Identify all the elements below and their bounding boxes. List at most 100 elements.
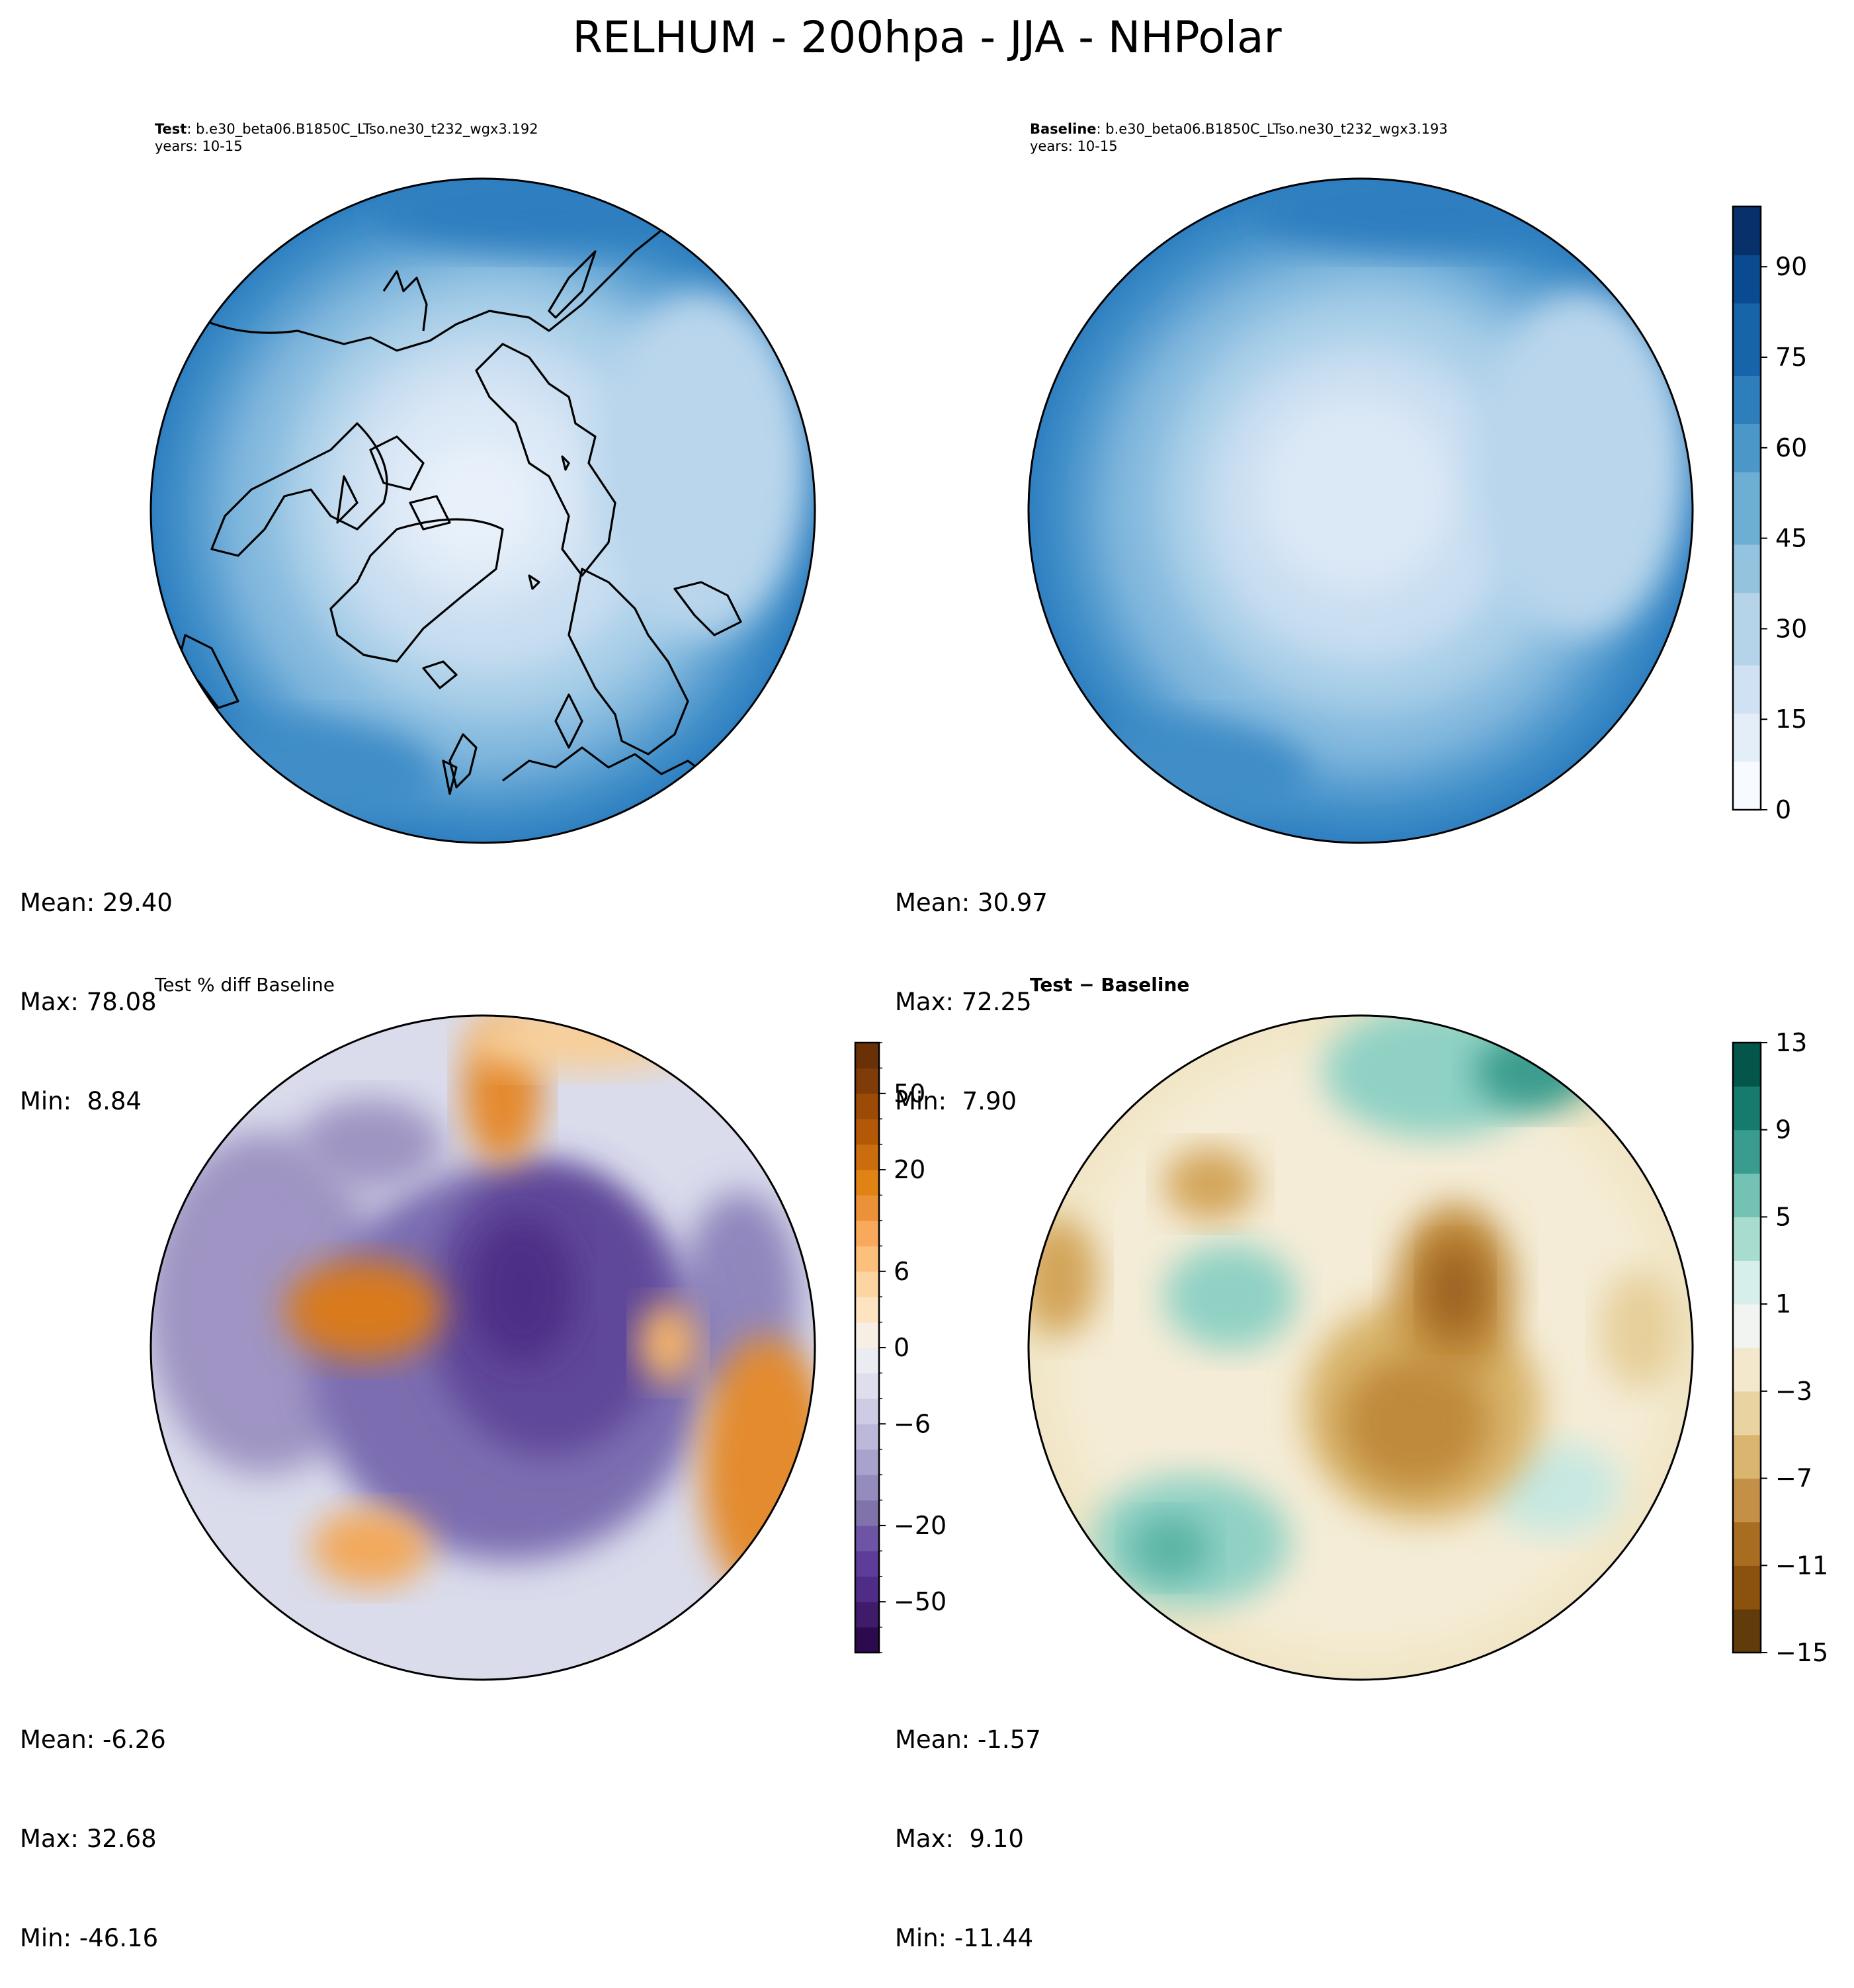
colorbar-band (1733, 1434, 1761, 1479)
colorbar-band (855, 1576, 879, 1602)
colorbar-band (855, 1220, 879, 1246)
colorbar-band (855, 1144, 879, 1170)
baseline-mean: Mean: 30.97 (895, 888, 1048, 917)
colorbar-tick-label: −6 (894, 1409, 931, 1438)
colorbar-band (855, 1348, 879, 1374)
colorbar-band (1733, 1478, 1761, 1523)
colorbar-band (855, 1449, 879, 1475)
colorbar-band (855, 1602, 879, 1628)
colorbar-band (855, 1322, 879, 1348)
colorbar-tick-label: −20 (894, 1511, 947, 1540)
colorbar-tick-label: 9 (1775, 1115, 1791, 1145)
colorbar-band (1733, 1086, 1761, 1131)
colorbar-band (1733, 689, 1761, 714)
colorbar-band (1733, 1173, 1761, 1218)
colorbar-band (855, 1627, 879, 1653)
colorbar-band (1733, 496, 1761, 521)
colorbar-band (1733, 1522, 1761, 1566)
colorbar-band (855, 1525, 879, 1551)
colorbar-band (855, 1093, 879, 1119)
colorbar-tick-label: −3 (1775, 1377, 1812, 1406)
colorbar-band (1733, 1348, 1761, 1392)
colorbar-frame (1732, 205, 1762, 811)
colorbar-pctdiff: 50 20 6 0 −6 −20 −50 (854, 1041, 947, 1654)
colorbar-band (1733, 665, 1761, 690)
colorbar-band (1733, 375, 1761, 400)
colorbar-band (855, 1475, 879, 1501)
diff-map (1027, 1014, 1694, 1681)
test-case-name: : b.e30_beta06.B1850C_LTso.ne30_t232_wgx… (187, 121, 538, 137)
colorbar-band (855, 1297, 879, 1323)
figure-title: RELHUM - 200hpa - JJA - NHPolar (572, 12, 1282, 63)
pctdiff-min: Min: -46.16 (20, 1924, 159, 1952)
test-min: Min: 8.84 (20, 1087, 142, 1115)
colorbar-band (1733, 713, 1761, 738)
baseline-stats: Mean: 30.97 Max: 72.25 Min: 7.90 (895, 820, 1048, 1151)
test-map (149, 177, 816, 844)
test-mean: Mean: 29.40 (20, 888, 173, 917)
diff-max: Max: 9.10 (895, 1825, 1024, 1853)
colorbar-band (855, 1119, 879, 1145)
baseline-min: Min: 7.90 (895, 1087, 1017, 1115)
colorbar-band (1733, 230, 1761, 255)
pctdiff-map (149, 1014, 816, 1681)
colorbar-tick-label: 5 (1775, 1202, 1791, 1231)
test-max: Max: 78.08 (20, 988, 157, 1016)
colorbar-band (1733, 785, 1761, 810)
colorbar-band (1733, 302, 1761, 327)
colorbar-band (855, 1398, 879, 1424)
colorbar-band (1733, 399, 1761, 424)
colorbar-band (1733, 1260, 1761, 1305)
colorbar-band (1733, 640, 1761, 666)
colorbar-tick-label: −11 (1775, 1551, 1828, 1580)
colorbar-tick-label: 0 (1775, 795, 1791, 824)
colorbar-tick-label: −50 (894, 1587, 947, 1616)
colorbar-band (855, 1551, 879, 1577)
colorbar-tick-label: −15 (1775, 1638, 1828, 1667)
colorbar-tick-label: 75 (1775, 343, 1807, 372)
colorbar-band (855, 1043, 879, 1069)
colorbar-tick-label: −7 (1775, 1464, 1812, 1493)
colorbar-band (1733, 617, 1761, 642)
baseline-max: Max: 72.25 (895, 988, 1032, 1016)
colorbar-tick-label: 0 (894, 1333, 909, 1362)
colorbar-band (855, 1246, 879, 1272)
colorbar-band (1733, 254, 1761, 280)
test-years: years: 10-15 (155, 138, 243, 154)
colorbar-band (855, 1271, 879, 1297)
colorbar-band (1733, 423, 1761, 449)
colorbar-tick-label: 50 (894, 1079, 925, 1108)
colorbar-band (855, 1373, 879, 1399)
pctdiff-mean: Mean: -6.26 (20, 1725, 166, 1754)
colorbar-band (1733, 1565, 1761, 1610)
colorbar-band (1733, 1043, 1761, 1087)
colorbar-band (1733, 1304, 1761, 1348)
colorbar-band (1733, 544, 1761, 569)
baseline-label-bold: Baseline (1030, 121, 1097, 137)
colorbar-relhum: 0 15 30 45 60 75 90 (1732, 205, 1807, 824)
colorbar-tick-label: 13 (1775, 1028, 1807, 1057)
colorbar-band (855, 1170, 879, 1196)
test-label-bold: Test (155, 121, 187, 137)
colorbar-band (1733, 327, 1761, 352)
colorbar-band (855, 1195, 879, 1221)
pctdiff-panel-title: Test % diff Baseline (155, 974, 335, 996)
colorbar-band (1733, 592, 1761, 617)
test-panel-title: Test: b.e30_beta06.B1850C_LTso.ne30_t232… (155, 120, 538, 155)
pctdiff-max: Max: 32.68 (20, 1825, 157, 1853)
colorbar-band (855, 1500, 879, 1526)
colorbar-band (1733, 206, 1761, 232)
colorbar-tick-label: 20 (894, 1155, 925, 1184)
colorbar-tick-label: 90 (1775, 252, 1807, 281)
colorbar-band (1733, 737, 1761, 762)
colorbar-tick-label: 45 (1775, 524, 1807, 553)
colorbar-tick-label: 6 (894, 1257, 909, 1286)
baseline-panel-title: Baseline: b.e30_beta06.B1850C_LTso.ne30_… (1030, 120, 1448, 155)
colorbar-band (1733, 1129, 1761, 1174)
diff-min: Min: -11.44 (895, 1924, 1034, 1952)
baseline-years: years: 10-15 (1030, 138, 1118, 154)
colorbar-band (1733, 1391, 1761, 1436)
colorbar-band (1733, 279, 1761, 304)
colorbar-tick-label: 15 (1775, 705, 1807, 734)
test-stats: Mean: 29.40 Max: 78.08 Min: 8.84 (20, 820, 173, 1151)
